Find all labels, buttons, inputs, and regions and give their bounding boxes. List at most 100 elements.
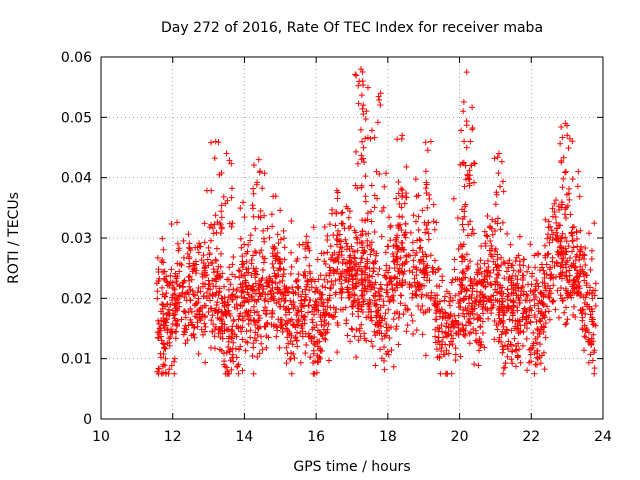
data-point bbox=[358, 321, 365, 328]
data-point bbox=[277, 290, 284, 297]
data-point bbox=[351, 333, 358, 340]
data-point bbox=[467, 218, 474, 225]
data-point bbox=[509, 310, 516, 317]
data-point bbox=[424, 204, 431, 211]
data-point bbox=[534, 334, 541, 341]
data-point bbox=[335, 227, 342, 234]
data-point bbox=[541, 366, 548, 373]
data-point bbox=[274, 289, 281, 296]
data-point bbox=[531, 252, 538, 259]
data-point bbox=[186, 255, 193, 262]
y-tick-label: 0.01 bbox=[61, 352, 92, 368]
data-point bbox=[535, 250, 542, 257]
data-point bbox=[351, 291, 358, 298]
data-point bbox=[471, 179, 478, 186]
data-point bbox=[558, 262, 565, 269]
data-point bbox=[498, 317, 505, 324]
data-point bbox=[484, 269, 491, 276]
data-point bbox=[180, 254, 187, 261]
data-point bbox=[168, 220, 175, 227]
data-point bbox=[200, 252, 207, 259]
data-point bbox=[283, 325, 290, 332]
data-point bbox=[338, 220, 345, 227]
data-point bbox=[540, 312, 547, 319]
data-point bbox=[540, 267, 547, 274]
data-point bbox=[201, 239, 208, 246]
data-point bbox=[321, 258, 328, 265]
data-point bbox=[313, 369, 320, 376]
data-point bbox=[534, 327, 541, 334]
data-point bbox=[188, 332, 195, 339]
data-point bbox=[248, 294, 255, 301]
data-point bbox=[184, 337, 191, 344]
data-point bbox=[154, 368, 161, 375]
data-point bbox=[322, 261, 329, 268]
data-point bbox=[190, 266, 197, 273]
data-point bbox=[159, 305, 166, 312]
data-point bbox=[520, 272, 527, 279]
data-point bbox=[500, 307, 507, 314]
data-point bbox=[489, 216, 496, 223]
data-point bbox=[218, 225, 225, 232]
data-point bbox=[484, 213, 491, 220]
data-point bbox=[455, 312, 462, 319]
data-point bbox=[377, 101, 384, 108]
data-point bbox=[287, 355, 294, 362]
data-point bbox=[207, 297, 214, 304]
data-point bbox=[306, 287, 313, 294]
data-point bbox=[577, 307, 584, 314]
data-point bbox=[488, 305, 495, 312]
data-point bbox=[536, 330, 543, 337]
data-point bbox=[468, 162, 475, 169]
data-point bbox=[433, 302, 440, 309]
data-point bbox=[342, 277, 349, 284]
data-point bbox=[460, 226, 467, 233]
data-point bbox=[201, 314, 208, 321]
data-point bbox=[324, 279, 331, 286]
data-point bbox=[223, 150, 230, 157]
data-point bbox=[369, 273, 376, 280]
data-point bbox=[375, 288, 382, 295]
data-point bbox=[520, 262, 527, 269]
data-point bbox=[499, 298, 506, 305]
data-point bbox=[232, 293, 239, 300]
data-point bbox=[168, 362, 175, 369]
data-point bbox=[439, 314, 446, 321]
data-point bbox=[269, 223, 276, 230]
data-point bbox=[566, 196, 573, 203]
data-point bbox=[261, 238, 268, 245]
data-point bbox=[452, 357, 459, 364]
data-point bbox=[198, 326, 205, 333]
data-point bbox=[494, 251, 501, 258]
data-point bbox=[221, 298, 228, 305]
data-point bbox=[162, 293, 169, 300]
data-point bbox=[161, 268, 168, 275]
data-point bbox=[459, 275, 466, 282]
data-point bbox=[281, 297, 288, 304]
data-point bbox=[359, 309, 366, 316]
data-point bbox=[422, 352, 429, 359]
data-point bbox=[265, 279, 272, 286]
data-point bbox=[537, 360, 544, 367]
data-point bbox=[294, 322, 301, 329]
data-point bbox=[264, 225, 271, 232]
data-point bbox=[398, 268, 405, 275]
data-point bbox=[376, 265, 383, 272]
data-point bbox=[587, 351, 594, 358]
data-point bbox=[452, 345, 459, 352]
data-point bbox=[459, 269, 466, 276]
data-point bbox=[358, 92, 365, 99]
data-point bbox=[200, 260, 207, 267]
data-point bbox=[501, 304, 508, 311]
data-point bbox=[506, 257, 513, 264]
data-point bbox=[235, 346, 242, 353]
data-point bbox=[190, 291, 197, 298]
data-point bbox=[250, 190, 257, 197]
data-point bbox=[306, 268, 313, 275]
data-point bbox=[449, 276, 456, 283]
data-point bbox=[357, 126, 364, 133]
data-point bbox=[381, 344, 388, 351]
data-point bbox=[571, 285, 578, 292]
data-point bbox=[234, 362, 241, 369]
data-point bbox=[179, 280, 186, 287]
